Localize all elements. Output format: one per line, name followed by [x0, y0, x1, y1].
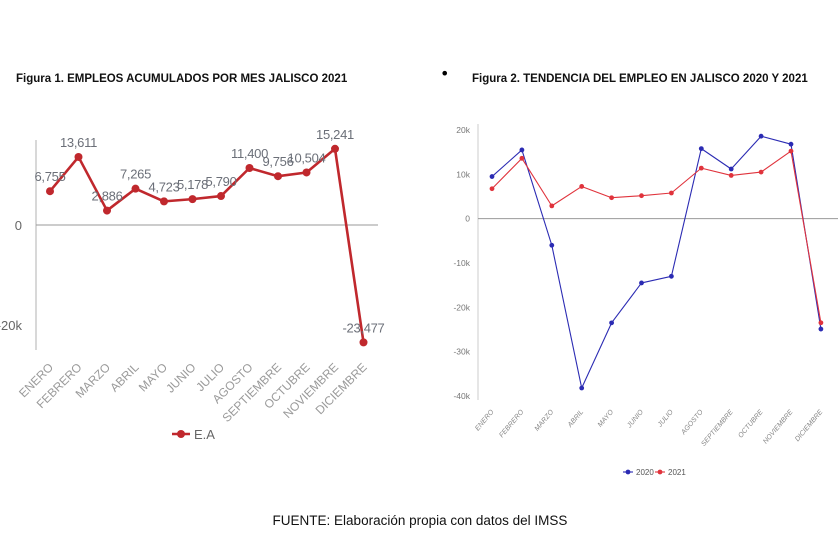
data-label: 15,241 — [316, 127, 354, 142]
x-tick-label: JULIO — [656, 408, 675, 429]
data-point — [160, 197, 168, 206]
y-tick-label: -30k — [453, 347, 470, 357]
data-point-2020 — [489, 174, 495, 179]
x-tick-label: JUNIO — [626, 408, 646, 430]
data-point-2020 — [519, 147, 525, 153]
y-tick-label: -20k — [0, 318, 22, 333]
y-tick-label: 0 — [15, 218, 22, 233]
data-point — [331, 144, 339, 153]
x-tick-label: OCTUBRE — [737, 409, 765, 440]
data-point-2021 — [639, 193, 644, 199]
data-label: 9,756 — [262, 154, 293, 169]
data-point-2021 — [549, 203, 555, 209]
data-point — [46, 187, 54, 196]
data-point-2020 — [788, 141, 794, 147]
legend-label-2020: 2020 — [636, 468, 654, 477]
figure2-title: Figura 2. TENDENCIA DEL EMPLEO EN JALISC… — [472, 73, 808, 85]
data-point-2020 — [818, 326, 824, 332]
x-tick-label: DICIEMBRE — [794, 409, 825, 444]
series-line-2021 — [491, 150, 822, 323]
data-point-2020 — [549, 242, 555, 248]
y-tick-label: 20k — [456, 125, 470, 135]
data-point-2021 — [609, 195, 614, 201]
data-label: -23,477 — [343, 320, 385, 335]
data-point — [274, 172, 282, 181]
data-point — [131, 184, 140, 193]
data-point-2021 — [818, 320, 824, 326]
data-point — [74, 152, 83, 161]
source-note: FUENTE: Elaboración propia con datos del… — [272, 513, 568, 528]
data-point — [359, 338, 368, 347]
data-point — [245, 164, 254, 172]
data-label: 11,400 — [231, 146, 268, 161]
figure1-title: Figura 1. EMPLEOS ACUMULADOS POR MES JAL… — [16, 73, 348, 85]
data-point — [188, 195, 197, 204]
data-point-2021 — [669, 190, 674, 196]
data-point-2021 — [758, 169, 764, 175]
data-label: 10,504 — [288, 150, 326, 165]
x-tick-label: FEBRERO — [498, 408, 525, 439]
data-point-2020 — [758, 133, 764, 139]
data-point-2020 — [728, 166, 734, 172]
legend-marker-2020 — [625, 469, 631, 475]
data-label: 7,265 — [120, 167, 151, 182]
legend-marker-2021 — [657, 469, 663, 475]
data-point-2021 — [698, 165, 704, 171]
legend-label-2021: 2021 — [668, 468, 686, 477]
data-point-2020 — [609, 320, 614, 326]
bullet-mark: • — [440, 64, 450, 83]
y-tick-label: 10k — [456, 169, 470, 179]
x-tick-label: MARZO — [534, 408, 556, 432]
data-point-2021 — [728, 173, 734, 178]
data-label: 2,886 — [91, 189, 122, 204]
data-label: 5,790 — [205, 174, 236, 189]
data-point-2021 — [489, 186, 495, 192]
data-label: 6,755 — [34, 169, 65, 184]
data-point-2021 — [788, 148, 794, 154]
data-point-2020 — [579, 385, 585, 391]
data-point-2021 — [519, 155, 525, 161]
data-point-2020 — [698, 146, 704, 152]
data-point — [217, 192, 225, 201]
y-tick-label: -10k — [453, 258, 470, 268]
y-tick-label: 0 — [465, 214, 470, 224]
y-tick-label: -40k — [453, 391, 470, 401]
x-tick-label: NOVIEMBRE — [762, 409, 795, 446]
data-point — [302, 168, 311, 177]
data-label: 5,178 — [177, 177, 208, 192]
data-point-2020 — [639, 280, 644, 286]
series-line-2020 — [491, 135, 822, 389]
x-tick-label: SEPTIEMBRE — [700, 409, 735, 448]
data-point-2020 — [669, 273, 674, 279]
data-label: 13,611 — [60, 135, 97, 150]
data-point — [103, 206, 111, 215]
legend-marker-ea — [177, 430, 185, 438]
x-tick-label: ENERO — [474, 408, 496, 432]
x-tick-label: MAYO — [597, 408, 616, 428]
y-tick-label: -20k — [453, 302, 470, 312]
x-tick-label: AGOSTO — [680, 408, 706, 437]
data-label: 4,723 — [148, 179, 179, 194]
legend-label-ea: E.A — [194, 427, 215, 442]
data-point-2021 — [579, 184, 585, 189]
series-line-ea — [49, 147, 365, 343]
x-tick-label: ABRIL — [566, 409, 585, 430]
